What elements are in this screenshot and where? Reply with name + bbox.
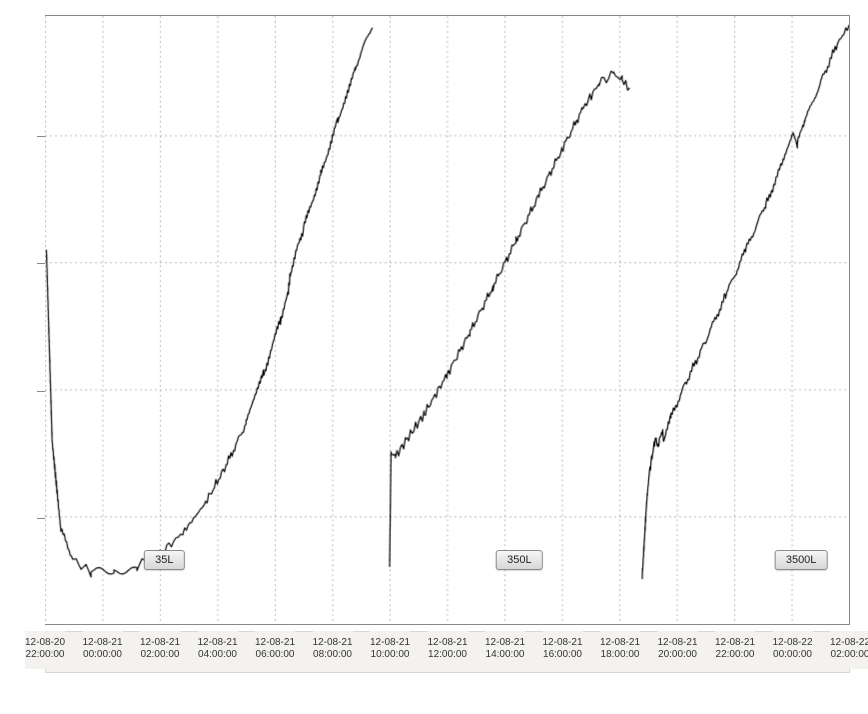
x-tick-label: 12-08-2108:00:00: [312, 631, 352, 669]
x-axis: 12-08-2022:00:0012-08-2100:00:0012-08-21…: [45, 631, 850, 701]
x-tick-label: 12-08-2122:00:00: [715, 631, 755, 669]
series-canvas: [45, 16, 849, 624]
x-tick-label: 12-08-2202:00:00: [830, 631, 868, 669]
x-tick-time: 22:00:00: [25, 649, 65, 661]
x-tick-label: 12-08-2110:00:00: [370, 631, 410, 669]
x-tick-label: 12-08-2120:00:00: [657, 631, 697, 669]
x-tick-time: 18:00:00: [600, 649, 640, 661]
x-tick-date: 12-08-21: [140, 637, 180, 649]
x-tick-time: 20:00:00: [657, 649, 697, 661]
y-tick-mark: [37, 391, 45, 392]
y-tick-mark: [37, 263, 45, 264]
series-badge: 35L: [144, 550, 184, 570]
x-tick-label: 12-08-2102:00:00: [140, 631, 180, 669]
x-tick-time: 12:00:00: [427, 649, 467, 661]
x-tick-time: 04:00:00: [197, 649, 237, 661]
x-tick-date: 12-08-21: [255, 637, 295, 649]
series-badge: 3500L: [775, 550, 828, 570]
series-badge: 350L: [496, 550, 542, 570]
x-tick-time: 06:00:00: [255, 649, 295, 661]
x-tick-date: 12-08-21: [370, 637, 410, 649]
x-tick-date: 12-08-21: [427, 637, 467, 649]
x-tick-label: 12-08-2200:00:00: [772, 631, 812, 669]
x-tick-date: 12-08-21: [600, 637, 640, 649]
x-tick-time: 14:00:00: [485, 649, 525, 661]
chart-container: 35L350L3500L 12-08-2022:00:0012-08-2100:…: [0, 0, 868, 714]
x-tick-label: 12-08-2114:00:00: [485, 631, 525, 669]
x-tick-date: 12-08-21: [197, 637, 237, 649]
y-tick-mark: [37, 518, 45, 519]
x-tick-date: 12-08-22: [830, 637, 868, 649]
x-tick-time: 02:00:00: [140, 649, 180, 661]
x-tick-label: 12-08-2100:00:00: [82, 631, 122, 669]
x-tick-label: 12-08-2022:00:00: [25, 631, 65, 669]
x-tick-time: 00:00:00: [82, 649, 122, 661]
x-tick-date: 12-08-22: [772, 637, 812, 649]
x-tick-date: 12-08-21: [312, 637, 352, 649]
x-tick-date: 12-08-21: [485, 637, 525, 649]
x-tick-time: 00:00:00: [772, 649, 812, 661]
x-tick-time: 16:00:00: [542, 649, 582, 661]
x-tick-time: 10:00:00: [370, 649, 410, 661]
x-tick-label: 12-08-2104:00:00: [197, 631, 237, 669]
x-tick-time: 08:00:00: [312, 649, 352, 661]
plot-area: 35L 350L 3500L: [45, 15, 850, 625]
x-tick-time: 02:00:00: [830, 649, 868, 661]
x-tick-date: 12-08-20: [25, 637, 65, 649]
x-tick-date: 12-08-21: [542, 637, 582, 649]
x-tick-time: 22:00:00: [715, 649, 755, 661]
y-tick-mark: [37, 136, 45, 137]
x-tick-date: 12-08-21: [82, 637, 122, 649]
x-tick-label: 12-08-2106:00:00: [255, 631, 295, 669]
x-tick-date: 12-08-21: [657, 637, 697, 649]
x-tick-date: 12-08-21: [715, 637, 755, 649]
x-tick-label: 12-08-2118:00:00: [600, 631, 640, 669]
x-tick-label: 12-08-2116:00:00: [542, 631, 582, 669]
x-tick-label: 12-08-2112:00:00: [427, 631, 467, 669]
